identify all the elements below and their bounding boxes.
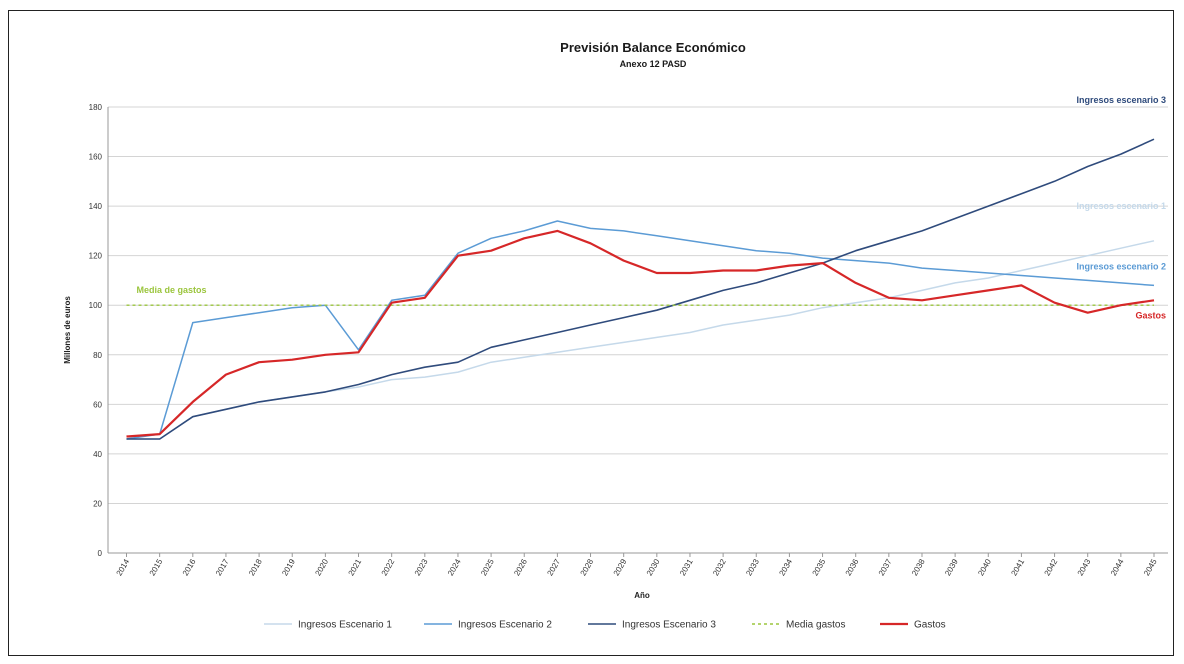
x-tick-label: 2015: [148, 557, 165, 577]
x-tick-label: 2024: [446, 557, 463, 577]
y-tick-label: 160: [89, 153, 103, 162]
x-tick-label: 2026: [512, 557, 529, 577]
chart-subtitle: Anexo 12 PASD: [620, 59, 687, 69]
x-tick-label: 2037: [877, 557, 894, 577]
x-tick-label: 2022: [380, 557, 397, 577]
y-tick-label: 80: [93, 351, 102, 360]
y-tick-label: 140: [89, 202, 103, 211]
y-tick-label: 120: [89, 252, 103, 261]
legend-label: Media gastos: [786, 620, 845, 631]
x-tick-label: 2044: [1109, 557, 1126, 577]
x-tick-label: 2040: [976, 557, 993, 577]
x-tick-label: 2035: [811, 557, 828, 577]
y-tick-label: 40: [93, 450, 102, 459]
annotation-label: Ingresos escenario 2: [1076, 261, 1166, 271]
x-tick-label: 2030: [645, 557, 662, 577]
y-tick-label: 60: [93, 400, 102, 409]
x-tick-label: 2018: [247, 557, 264, 577]
chart-frame: [8, 10, 1174, 656]
x-tick-label: 2042: [1043, 557, 1060, 577]
chart-title: Previsión Balance Económico: [560, 40, 746, 55]
series-line-2: [126, 220, 1155, 440]
y-tick-label: 0: [98, 549, 103, 558]
x-tick-label: 2038: [910, 557, 927, 577]
series-line-3: [126, 138, 1155, 440]
x-tick-label: 2025: [479, 557, 496, 577]
series-annotations: Ingresos escenario 3 Ingresos escenario 1…: [137, 95, 1166, 320]
y-tick-label: 180: [89, 103, 103, 112]
x-tick-label: 2034: [777, 557, 794, 577]
x-tick-label: 2041: [1009, 557, 1026, 577]
x-tick-label: 2029: [612, 557, 629, 577]
x-tick-label: 2020: [313, 557, 330, 577]
annotation-label: Ingresos escenario 3: [1076, 95, 1166, 105]
x-tick-label: 2031: [678, 557, 695, 577]
x-tick-label: 2028: [579, 557, 596, 577]
x-tick-label: 2032: [711, 557, 728, 577]
legend-label: Ingresos Escenario 3: [622, 620, 716, 631]
x-tick-label: 2023: [413, 557, 430, 577]
x-tick-label: 2014: [115, 557, 132, 577]
y-tick-label: 100: [89, 301, 103, 310]
y-axis-title: Millones de euros: [63, 296, 72, 364]
legend-label: Ingresos Escenario 1: [298, 620, 392, 631]
x-tick-label: 2016: [181, 557, 198, 577]
x-tick-label: 2019: [280, 557, 297, 577]
series-line-1: [126, 240, 1155, 440]
legend: Ingresos Escenario 1 Ingresos Escenario 2…: [264, 620, 946, 631]
x-tick-label: 2017: [214, 557, 231, 577]
legend-label: Ingresos Escenario 2: [458, 620, 552, 631]
x-tick-label: 2027: [545, 557, 562, 577]
x-tick-label: 2043: [1076, 557, 1093, 577]
annotation-label: Ingresos escenario 1: [1076, 201, 1166, 211]
series-lines: [126, 138, 1155, 440]
x-axis-title: Año: [634, 591, 650, 600]
gridlines: [107, 106, 1168, 554]
x-axis-ticks: 2014 2015 2016 2017 2018 2019 2020 2021 2022 2023…: [115, 553, 1159, 577]
y-tick-label: 20: [93, 499, 102, 508]
annotation-label: Media de gastos: [137, 285, 207, 295]
y-axis-ticks: 0 20 40 60 80 100 120 140 160 180: [89, 103, 103, 558]
series-line-5: [126, 229, 1155, 438]
x-tick-label: 2039: [943, 557, 960, 577]
x-tick-label: 2033: [744, 557, 761, 577]
x-tick-label: 2036: [844, 557, 861, 577]
x-tick-label: 2045: [1142, 557, 1159, 577]
x-tick-label: 2021: [347, 557, 364, 577]
annotation-label: Gastos: [1135, 310, 1166, 320]
legend-label: Gastos: [914, 620, 946, 631]
